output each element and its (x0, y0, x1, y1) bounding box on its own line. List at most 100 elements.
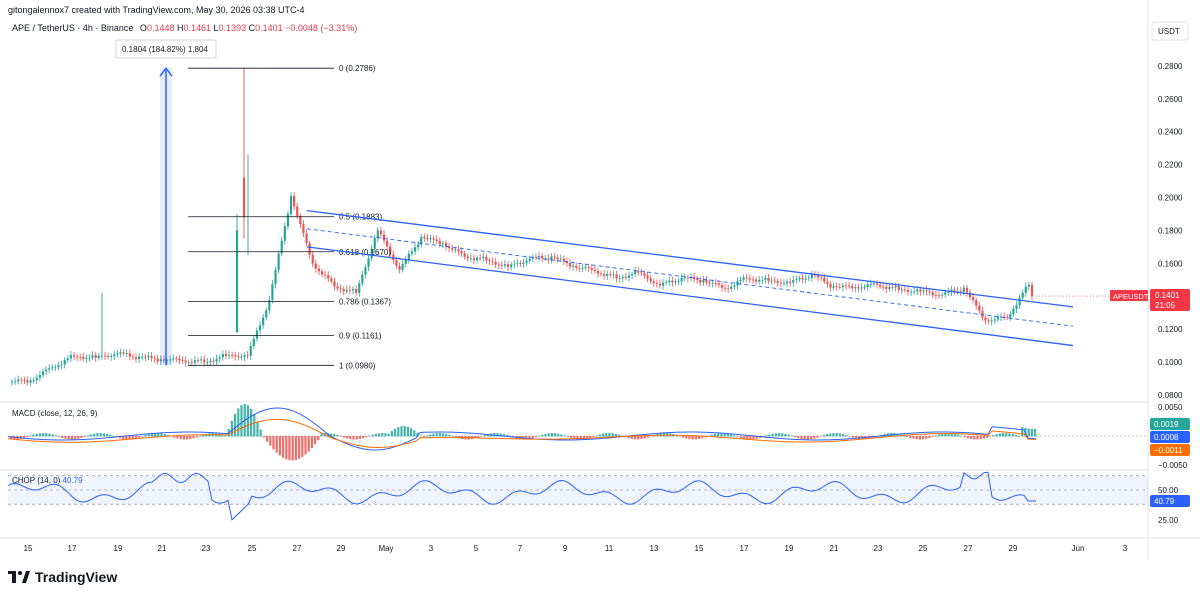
candle-body (110, 356, 113, 357)
macd-bar (605, 433, 608, 437)
candle-body (333, 281, 336, 287)
candle-body (553, 256, 556, 258)
candle-body (479, 257, 482, 259)
candle-body (581, 268, 584, 269)
macd-bar (614, 433, 617, 437)
candle-body (937, 295, 941, 297)
macd-bar (918, 436, 921, 440)
candle-body (475, 257, 479, 261)
candle-body (175, 358, 178, 360)
symbol-title[interactable]: APE / TetherUS · 4h · Binance (12, 23, 134, 33)
candle-body (235, 230, 239, 333)
candle-body (621, 276, 624, 278)
candle-body (798, 278, 801, 280)
macd-bar (125, 436, 128, 440)
macd-bar (234, 413, 237, 437)
candle-body (751, 279, 755, 281)
macd-bar (186, 436, 189, 440)
macd-bar (352, 436, 355, 440)
macd-bar (960, 435, 963, 437)
macd-bar (749, 436, 752, 440)
candle-body (922, 290, 925, 292)
candle-body (457, 249, 460, 252)
macd-bar (454, 436, 457, 438)
candle-body (826, 281, 829, 284)
candle-body (66, 358, 69, 361)
candle-body (469, 258, 472, 260)
macd-bar (70, 436, 73, 440)
candle-body (965, 287, 968, 293)
candle-body (748, 278, 751, 280)
macd-bar (202, 434, 205, 437)
y-tick-label: 0.1200 (1158, 325, 1183, 334)
tradingview-footer[interactable]: TradingView (8, 569, 117, 585)
macd-bar (61, 436, 64, 438)
x-tick-label: 17 (68, 544, 77, 553)
candle-body (547, 258, 550, 260)
macd-bar (58, 436, 61, 437)
candle-body (413, 247, 417, 252)
candle-body (17, 379, 20, 382)
macd-bar (723, 433, 726, 437)
macd-bar (816, 436, 819, 438)
candle-body (562, 258, 565, 262)
price-tag-countdown: 21:05 (1155, 301, 1176, 310)
candle-body (599, 273, 603, 275)
macd-bar (845, 435, 848, 437)
macd-tick: 0.0050 (1158, 403, 1183, 412)
candle-body (14, 381, 17, 383)
low-label: L (213, 23, 219, 33)
y-tick-label: 0.2800 (1158, 62, 1183, 71)
candle-body (472, 258, 476, 261)
macd-bar (102, 433, 105, 437)
candle-body (382, 234, 386, 241)
macd-label[interactable]: MACD (close, 12, 26, 9) (12, 409, 98, 418)
measure-arrow-head (159, 66, 173, 77)
macd-bar (374, 433, 377, 437)
macd-bar (627, 436, 630, 439)
macd-bar (192, 436, 195, 439)
candle-body (1018, 297, 1021, 306)
y-tick-label: 0.0800 (1158, 391, 1183, 400)
macd-bar (544, 433, 547, 437)
candle-body (928, 291, 931, 293)
candle-body (429, 238, 432, 240)
macd-bar (99, 433, 102, 437)
candle-body (767, 277, 770, 282)
candle-body (48, 368, 51, 370)
candle-body (637, 270, 640, 273)
candle-body (730, 286, 733, 289)
candle-body (1027, 284, 1030, 287)
candle-body (944, 292, 947, 295)
macd-bar (1030, 428, 1033, 437)
candle-body (646, 275, 649, 279)
macd-bar (1005, 433, 1008, 437)
macd-bar (982, 436, 985, 439)
candle-body (100, 355, 104, 357)
candle-body (513, 263, 516, 265)
candle-body (289, 196, 293, 214)
macd-tick: −0.0050 (1158, 461, 1188, 470)
candle-body (584, 267, 587, 269)
candle-body (1015, 305, 1018, 309)
candle-body (395, 260, 398, 266)
chop-label[interactable]: CHOP (14, 0) (12, 476, 61, 485)
candle-body (94, 355, 97, 358)
macd-bar (445, 433, 448, 437)
candle-body (968, 292, 972, 298)
candle-body (683, 277, 686, 279)
candle-body (696, 279, 699, 280)
price-chart[interactable]: USDT 0.2800 0.2600 0.2400 0.2200 0.2000 0.1800… (0, 0, 1200, 560)
macd-bar (598, 434, 601, 437)
y-tick-label: 0.2400 (1158, 128, 1183, 137)
candle-body (866, 284, 869, 287)
macd-bar (486, 434, 489, 437)
macd-bar (797, 436, 800, 439)
y-tick-label: 0.2000 (1158, 194, 1183, 203)
macd-bar (435, 433, 438, 437)
macd-bar (736, 436, 739, 437)
candle-body (903, 289, 906, 291)
candle-body (795, 279, 798, 281)
macd-bar (195, 436, 198, 438)
macd-bar (941, 433, 944, 437)
